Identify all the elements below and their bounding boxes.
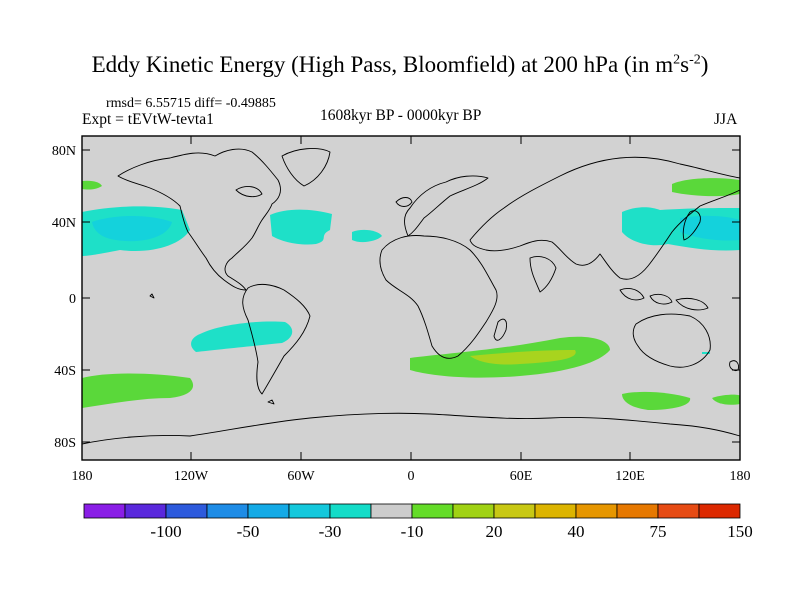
colorbar <box>83 503 741 519</box>
colorbar-swatch <box>493 503 536 519</box>
colorbar-label: -30 <box>319 522 342 541</box>
lon-label-180e: 180 <box>730 469 751 484</box>
lon-label-180w: 180 <box>72 469 93 484</box>
colorbar-swatch <box>657 503 700 519</box>
colorbar-swatch <box>411 503 454 519</box>
colorbar-swatch <box>124 503 167 519</box>
colorbar-swatch <box>83 503 126 519</box>
colorbar-swatch <box>206 503 249 519</box>
lon-label-60e: 60E <box>510 469 533 484</box>
lon-label-0: 0 <box>408 469 415 484</box>
colorbar-label: 150 <box>727 522 753 541</box>
colorbar-label: 40 <box>568 522 585 541</box>
colorbar-swatch <box>698 503 741 519</box>
experiment-label: Expt = tEVtW-tevta1 <box>82 111 214 128</box>
lat-label-40n: 40N <box>52 216 76 231</box>
colorbar-swatch <box>370 503 413 519</box>
colorbar-label: 75 <box>650 522 667 541</box>
colorbar-swatch <box>329 503 372 519</box>
colorbar-label: -10 <box>401 522 424 541</box>
colorbar-label: -50 <box>237 522 260 541</box>
colorbar-label: 20 <box>486 522 503 541</box>
colorbar-swatch <box>288 503 331 519</box>
map-title: Eddy Kinetic Energy (High Pass, Bloomfie… <box>91 52 709 77</box>
lon-tick-marks <box>81 136 741 460</box>
lon-label-120w: 120W <box>174 469 209 484</box>
coastlines <box>81 148 741 445</box>
stats-label: rmsd= 6.55715 diff= -0.49885 <box>106 96 276 111</box>
colorbar-swatch <box>534 503 577 519</box>
colorbar-swatch <box>165 503 208 519</box>
lat-label-0: 0 <box>69 292 76 307</box>
lon-label-120e: 120E <box>615 469 645 484</box>
lat-label-40s: 40S <box>54 364 76 379</box>
colorbar-labels: -100 -50 -30 -10 20 40 75 150 <box>150 522 752 541</box>
lat-tick-marks <box>82 149 740 443</box>
period-label: 1608kyr BP - 0000kyr BP <box>320 107 482 124</box>
lat-label-80s: 80S <box>54 436 76 451</box>
colorbar-swatch <box>575 503 618 519</box>
lon-label-60w: 60W <box>287 469 315 484</box>
colorbar-label: -100 <box>150 522 181 541</box>
lat-label-80n: 80N <box>52 144 76 159</box>
colorbar-swatch <box>247 503 290 519</box>
season-label: JJA <box>714 111 738 128</box>
colorbar-swatch <box>616 503 659 519</box>
anomaly-fields <box>82 178 740 410</box>
colorbar-swatch <box>452 503 495 519</box>
